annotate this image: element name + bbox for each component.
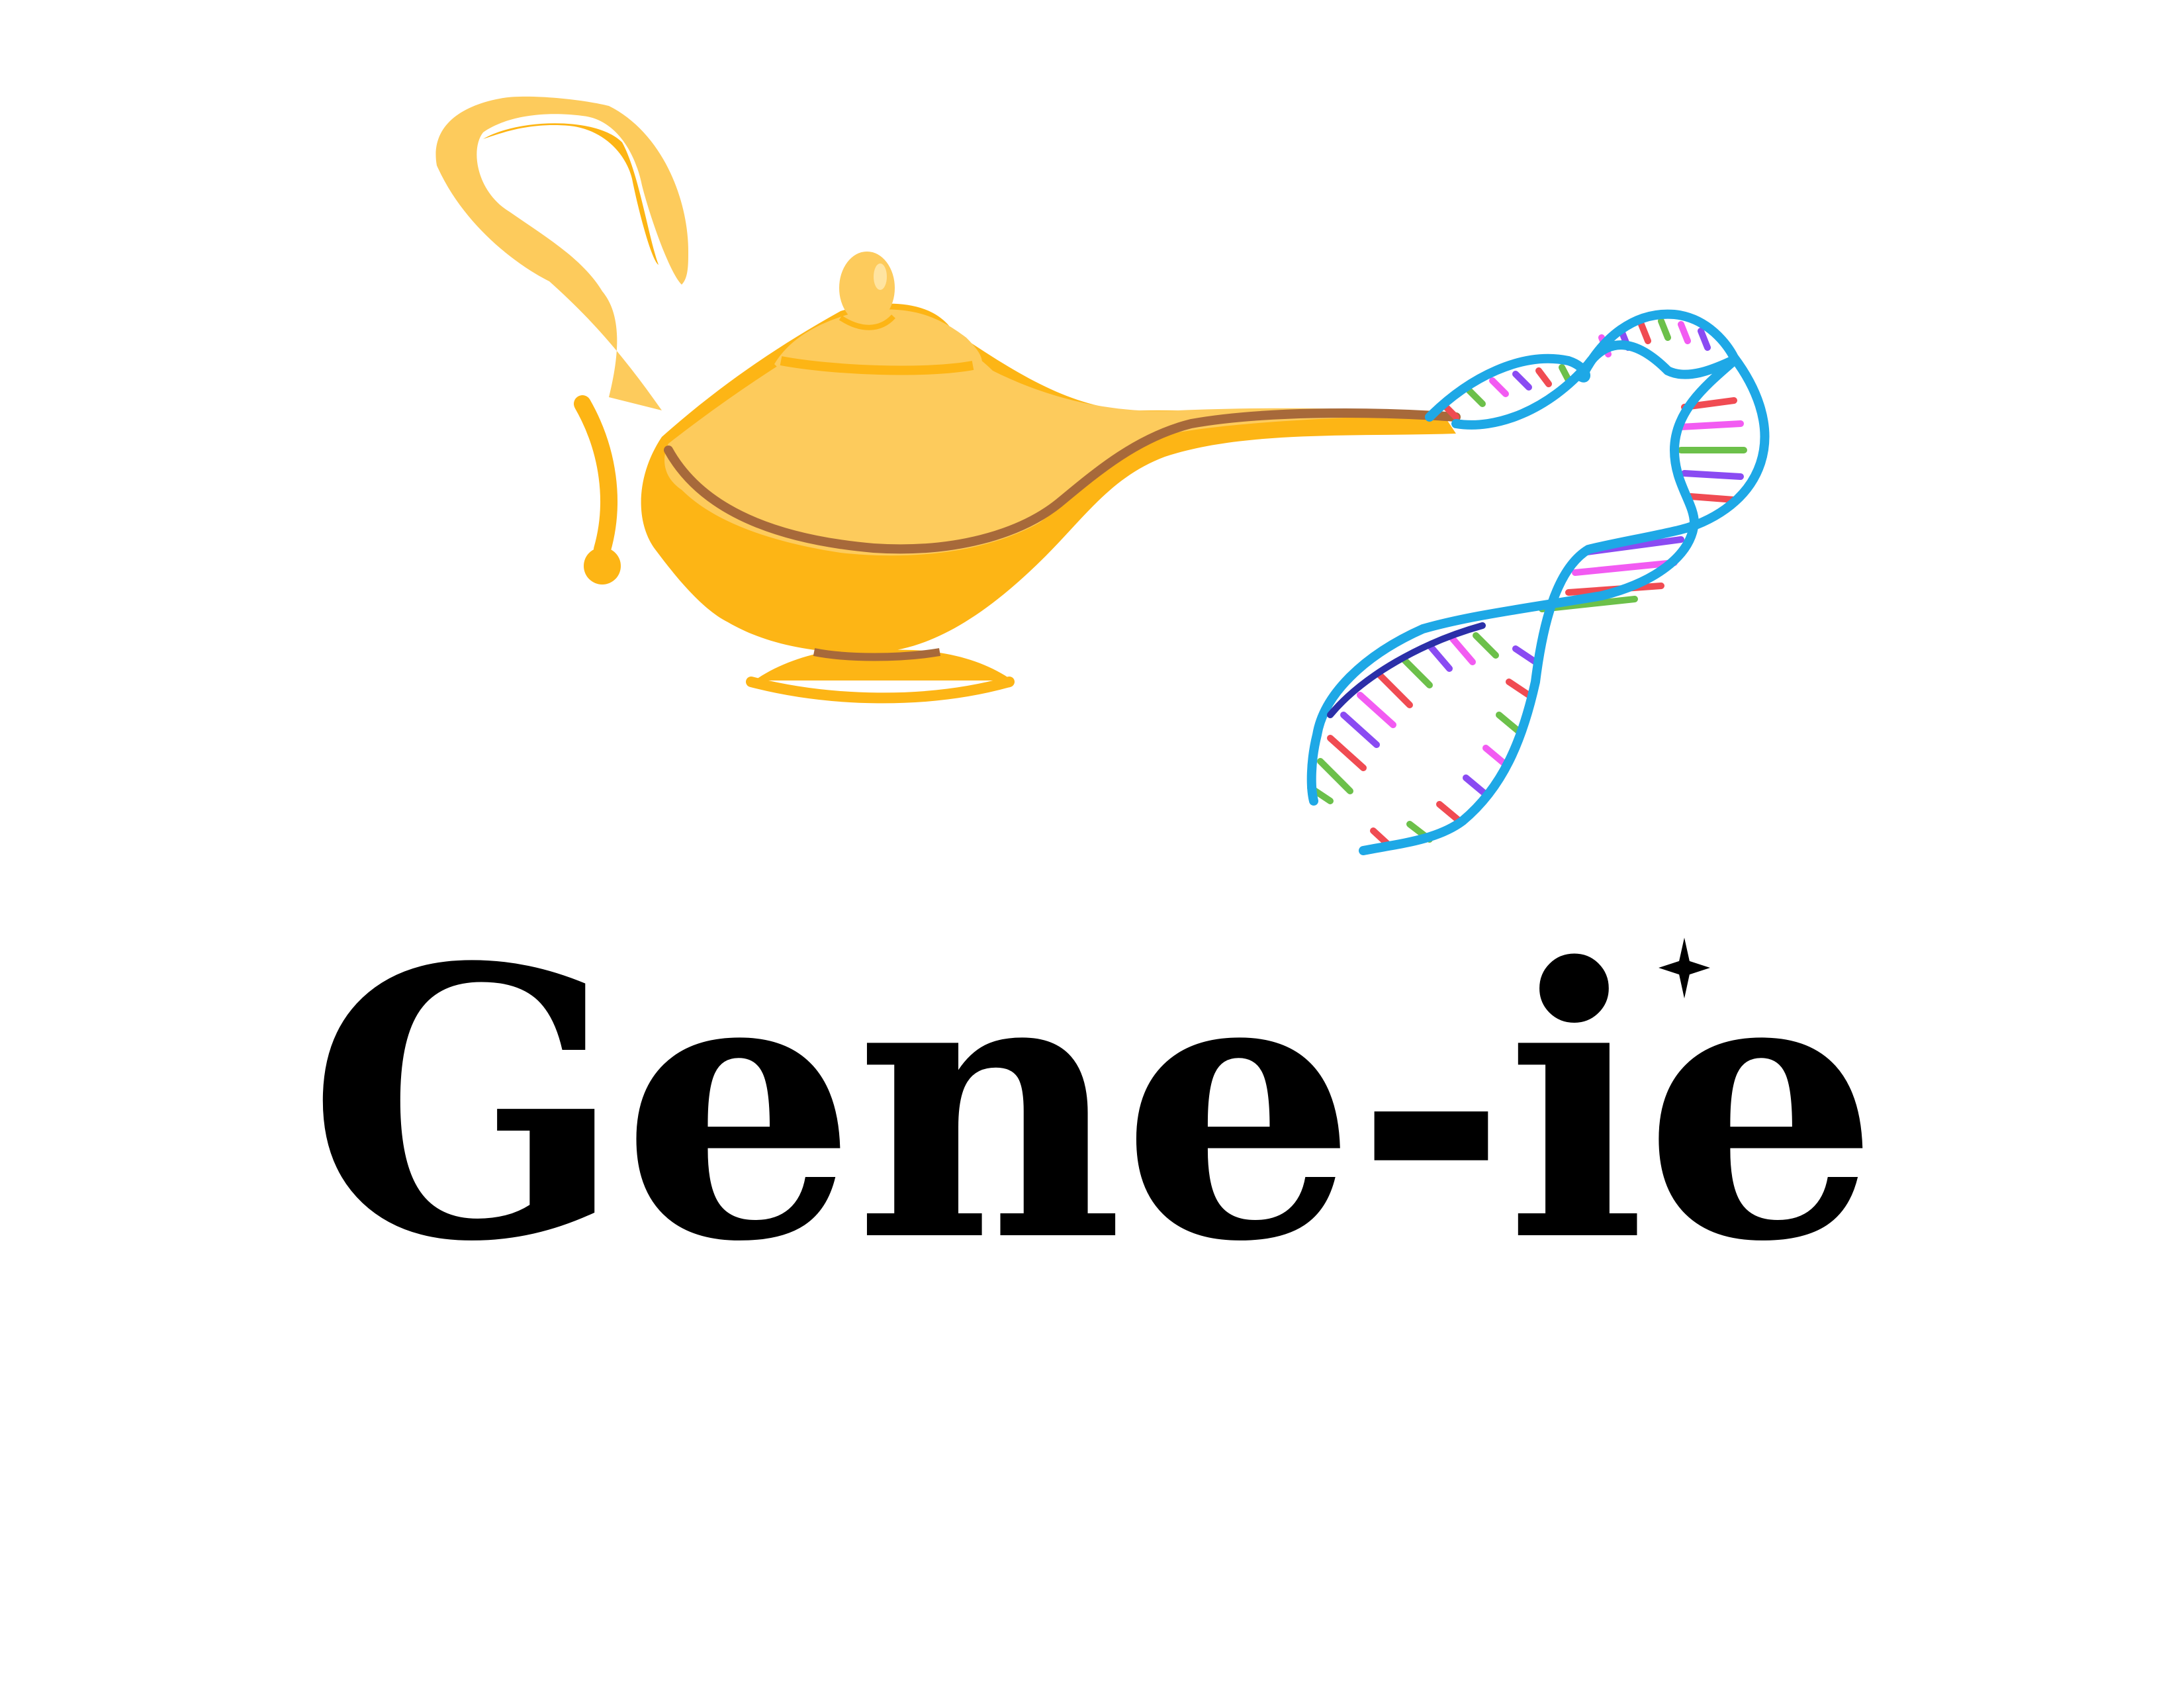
magic-lamp-icon (435, 96, 1461, 704)
sparkle-star-icon (1647, 929, 1721, 1007)
logo-wordmark: Gene-ie (132, 841, 2052, 1291)
dna-base-pairs (1307, 318, 1747, 849)
dna-helix-icon (1306, 309, 1770, 855)
wordmark-text: Gene-ie (307, 888, 1879, 1323)
